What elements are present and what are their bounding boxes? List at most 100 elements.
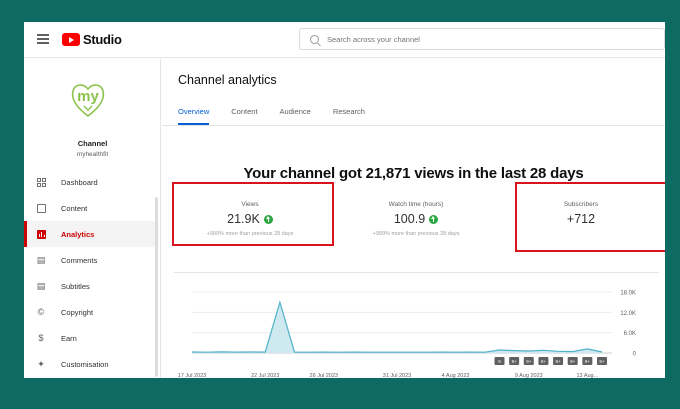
- dashboard-icon: [36, 177, 46, 187]
- metric-cards: Views 21.9K +999% more than previous 28 …: [174, 187, 659, 273]
- sidebar-item-label: Content: [61, 203, 88, 213]
- earn-icon: $: [38, 333, 44, 343]
- content-icon: [36, 203, 46, 213]
- x-tick-label: 13 Aug...: [576, 373, 598, 378]
- views-highlight-box: [172, 182, 334, 246]
- svg-text:9: 9: [498, 359, 501, 364]
- comments-icon: ▤: [36, 255, 46, 265]
- sidebar-item-earn[interactable]: $ Earn: [24, 325, 156, 351]
- video-marker[interactable]: 9+: [553, 357, 564, 365]
- tab-content[interactable]: Content: [231, 107, 258, 116]
- summary-headline: Your channel got 21,871 views in the las…: [243, 165, 584, 182]
- watch-time-card[interactable]: Watch time (hours) 100.9 +999% more than…: [336, 187, 496, 269]
- chart-grid: [192, 291, 612, 354]
- top-bar: Studio: [24, 22, 665, 58]
- video-marker[interactable]: 9+: [509, 357, 520, 365]
- y-tick-label: 12.0K: [620, 311, 636, 317]
- svg-text:9+: 9+: [599, 359, 605, 364]
- sidebar-item-comments[interactable]: ▤ Comments: [24, 247, 156, 273]
- subscribers-highlight-box: [515, 182, 665, 252]
- subscribers-value: +712: [566, 212, 596, 226]
- svg-text:9+: 9+: [556, 359, 562, 364]
- sidebar-item-analytics[interactable]: Analytics: [24, 221, 156, 247]
- video-marker[interactable]: 9+: [523, 357, 534, 365]
- watch-time-note: +999% more than previous 28 days: [372, 231, 460, 237]
- youtube-logo-icon: [62, 33, 80, 46]
- analytics-tabs: Overview Content Audience Research: [178, 107, 387, 125]
- sidebar-item-subtitles[interactable]: ▤ Subtitles: [24, 273, 156, 299]
- svg-text:9+: 9+: [512, 359, 518, 364]
- video-marker[interactable]: 9: [494, 357, 505, 365]
- sidebar-scrollbar[interactable]: [155, 197, 158, 377]
- views-chart: 9 9+ 9+ 9+ 9+ 9+ 9+ 9+ 18.0K 12.0K 6.0K 0 17 Jul 2…: [178, 291, 637, 379]
- channel-avatar[interactable]: my: [68, 79, 108, 119]
- subscribers-card[interactable]: Subscribers +712: [506, 187, 656, 269]
- watch-time-label: Watch time (hours): [388, 201, 444, 208]
- analytics-icon: [36, 229, 46, 239]
- channel-title: Channel: [77, 139, 108, 148]
- search-input[interactable]: [327, 34, 647, 44]
- search-box[interactable]: [299, 28, 665, 50]
- customisation-icon: ✦: [37, 359, 45, 369]
- tabs-divider: [162, 125, 665, 126]
- main-panel: Channel analytics Overview Content Audie…: [162, 59, 665, 378]
- sidebar-item-label: Earn: [61, 333, 77, 343]
- x-tick-label: 26 Jul 2023: [310, 373, 338, 378]
- sidebar-item-label: Comments: [61, 255, 98, 265]
- svg-text:9+: 9+: [585, 359, 591, 364]
- sidebar: my Channel myhealthfit Dashboard Content…: [24, 59, 161, 378]
- x-tick-label: 31 Jul 2023: [383, 373, 411, 378]
- views-series-area: [192, 302, 602, 353]
- sidebar-item-customisation[interactable]: ✦ Customisation: [24, 351, 156, 377]
- y-tick-label: 6.0K: [624, 331, 636, 337]
- y-tick-label: 0: [633, 352, 637, 358]
- tab-audience[interactable]: Audience: [279, 107, 311, 116]
- views-card[interactable]: Views 21.9K +999% more than previous 28 …: [174, 187, 326, 269]
- views-value: 21.9K: [227, 212, 260, 226]
- sidebar-item-label: Analytics: [61, 229, 95, 239]
- channel-handle: myhealthfit: [76, 151, 109, 158]
- x-tick-label: 22 Jul 2023: [251, 373, 279, 378]
- svg-text:9+: 9+: [570, 359, 576, 364]
- sidebar-item-dashboard[interactable]: Dashboard: [24, 169, 156, 195]
- studio-logo[interactable]: Studio: [62, 32, 122, 47]
- watch-time-value-row: 100.9: [336, 212, 496, 226]
- watch-time-value: 100.9: [393, 212, 426, 226]
- studio-window: Studio my Channel myhealthfit Dashboard …: [24, 22, 665, 378]
- arrow-up-icon: [263, 214, 273, 224]
- sidebar-item-label: Copyright: [61, 307, 94, 317]
- chart-markers: 9 9+ 9+ 9+ 9+ 9+ 9+ 9+: [494, 357, 607, 365]
- chart-y-ticks: 18.0K 12.0K 6.0K 0: [620, 291, 636, 358]
- subscribers-label: Subscribers: [563, 201, 599, 208]
- copyright-icon: ©: [37, 307, 45, 317]
- avatar-text: my: [77, 88, 99, 105]
- video-marker[interactable]: 9+: [538, 357, 549, 365]
- sidebar-item-copyright[interactable]: © Copyright: [24, 299, 156, 325]
- arrow-up-icon: [429, 214, 439, 224]
- subscribers-value-row: +712: [506, 212, 656, 226]
- x-tick-label: 4 Aug 2023: [442, 373, 470, 378]
- x-tick-label: 17 Jul 2023: [178, 373, 206, 378]
- video-marker[interactable]: 9+: [597, 357, 607, 365]
- logo-text: Studio: [83, 32, 122, 47]
- sidebar-item-label: Dashboard: [61, 177, 98, 187]
- svg-text:9+: 9+: [526, 359, 532, 364]
- y-tick-label: 18.0K: [620, 291, 636, 297]
- tab-overview[interactable]: Overview: [178, 107, 210, 125]
- search-icon[interactable]: [310, 34, 319, 44]
- tab-research[interactable]: Research: [332, 107, 365, 116]
- x-tick-label: 9 Aug 2023: [515, 373, 543, 378]
- chart-x-ticks: 17 Jul 2023 22 Jul 2023 26 Jul 2023 31 Jul …: [178, 373, 599, 378]
- subtitles-icon: ▤: [36, 281, 46, 291]
- menu-icon[interactable]: [37, 34, 49, 44]
- views-series-line[interactable]: [191, 300, 603, 353]
- views-label: Views: [241, 201, 259, 208]
- views-note: +999% more than previous 28 days: [206, 231, 294, 237]
- sidebar-item-content[interactable]: Content: [24, 195, 156, 221]
- sidebar-item-label: Customisation: [61, 359, 109, 369]
- page-title: Channel analytics: [178, 73, 277, 87]
- video-marker[interactable]: 9+: [567, 357, 578, 365]
- sidebar-item-label: Subtitles: [61, 281, 90, 291]
- views-value-row: 21.9K: [174, 212, 326, 226]
- video-marker[interactable]: 9+: [582, 357, 593, 365]
